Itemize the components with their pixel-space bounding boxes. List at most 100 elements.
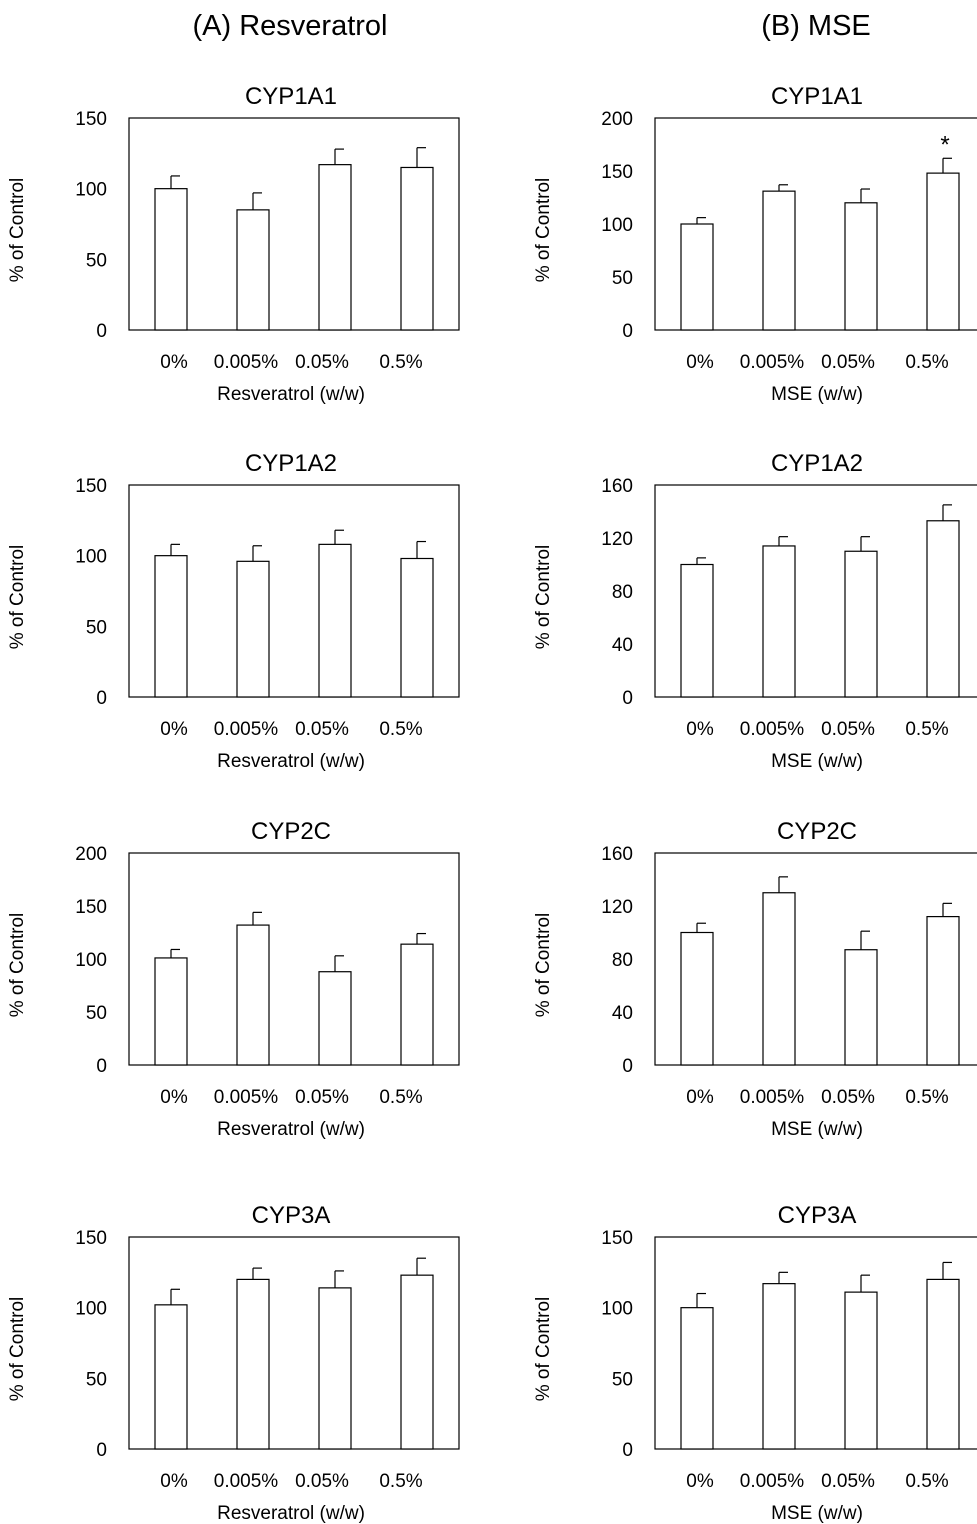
chart6-xtick-label: 0.5% [905, 1087, 948, 1108]
chart3-xtick-label: 0.05% [295, 719, 349, 740]
chart7-xtick-label: 0.5% [379, 1471, 422, 1492]
chart8-ylabel: % of Control [533, 1297, 554, 1402]
chart5-ylabel: % of Control [7, 913, 28, 1018]
chart6-ytick-label: 0 [622, 1056, 633, 1077]
chart7-ylabel: % of Control [7, 1297, 28, 1402]
chart4-xlabel: MSE (w/w) [771, 751, 863, 772]
chart2-bar [926, 172, 960, 331]
chart5-ytick-label: 0 [96, 1056, 107, 1077]
chart1-xtick-label: 0.5% [379, 352, 422, 373]
chart3-frame [128, 484, 460, 698]
chart3-xtick-label: 0.005% [214, 719, 279, 740]
chart7-bar [236, 1278, 270, 1450]
chart6-ytick-label: 120 [601, 897, 633, 918]
chart1-xlabel: Resveratrol (w/w) [217, 384, 365, 405]
chart2-ytick-label: 150 [601, 162, 633, 183]
chart4-title: CYP1A2 [771, 450, 863, 477]
chart4-ytick-label: 80 [612, 582, 633, 603]
chart7-xlabel: Resveratrol (w/w) [217, 1503, 365, 1524]
chart5-ytick-label: 200 [75, 844, 107, 865]
chart8-ytick-label: 0 [622, 1440, 633, 1461]
chart3-ytick-label: 150 [75, 476, 107, 497]
chart1-bar [236, 209, 270, 331]
chart1-ytick-label: 0 [96, 321, 107, 342]
chart8-xtick-label: 0.05% [821, 1471, 875, 1492]
chart4-xtick-label: 0% [686, 719, 714, 740]
chart4-bar [926, 520, 960, 698]
chart6-ytick-label: 80 [612, 950, 633, 971]
chart1-xtick-label: 0.05% [295, 352, 349, 373]
chart1-frame [128, 117, 460, 331]
chart8-ytick-label: 150 [601, 1228, 633, 1249]
chart7-bar [400, 1274, 434, 1450]
chart7-title: CYP3A [252, 1202, 331, 1229]
chart3-xlabel: Resveratrol (w/w) [217, 751, 365, 772]
chart6-xlabel: MSE (w/w) [771, 1119, 863, 1140]
column-title-resveratrol: (A) Resveratrol [192, 10, 388, 42]
chart8-bar [762, 1283, 796, 1450]
chart8-xtick-label: 0.005% [740, 1471, 805, 1492]
chart3-bar [154, 555, 188, 698]
chart6-bar [680, 931, 714, 1066]
chart5-bar [154, 957, 188, 1066]
chart6-xtick-label: 0.05% [821, 1087, 875, 1108]
chart4-xtick-label: 0.005% [740, 719, 805, 740]
chart5-ytick-label: 100 [75, 950, 107, 971]
chart4-ytick-label: 40 [612, 635, 633, 656]
chart2-bar [680, 223, 714, 331]
chart8-bar [926, 1278, 960, 1450]
chart1-ytick-label: 150 [75, 109, 107, 130]
chart6-xtick-label: 0.005% [740, 1087, 805, 1108]
chart7-bar [154, 1304, 188, 1450]
chart5-xtick-label: 0.05% [295, 1087, 349, 1108]
chart2-xtick-label: 0% [686, 352, 714, 373]
chart7-xtick-label: 0% [160, 1471, 188, 1492]
chart2-annotation: * [940, 131, 949, 158]
chart3-title: CYP1A2 [245, 450, 337, 477]
column-title-mse: (B) MSE [761, 10, 871, 42]
chart5-bar [318, 971, 352, 1066]
chart3-xtick-label: 0% [160, 719, 188, 740]
chart2-ytick-label: 200 [601, 109, 633, 130]
chart5-ytick-label: 50 [86, 1003, 107, 1024]
chart6-bar [926, 915, 960, 1066]
chart3-bar [400, 557, 434, 698]
chart6-ylabel: % of Control [533, 913, 554, 1018]
chart8-ytick-label: 50 [612, 1369, 633, 1390]
chart8-bar [680, 1307, 714, 1450]
chart1-ylabel: % of Control [7, 178, 28, 283]
chart4-ytick-label: 160 [601, 476, 633, 497]
chart2-title: CYP1A1 [771, 83, 863, 110]
chart8-xtick-label: 0.5% [905, 1471, 948, 1492]
chart8-title: CYP3A [778, 1202, 857, 1229]
chart1-title: CYP1A1 [245, 83, 337, 110]
chart2-xtick-label: 0.5% [905, 352, 948, 373]
chart6-ytick-label: 160 [601, 844, 633, 865]
chart4-bar [762, 545, 796, 698]
chart5-bar [236, 924, 270, 1066]
chart2-xtick-label: 0.005% [740, 352, 805, 373]
chart8-frame [654, 1236, 977, 1450]
chart1-bar [400, 166, 434, 331]
chart2-bar [844, 202, 878, 331]
chart8-xlabel: MSE (w/w) [771, 1503, 863, 1524]
chart4-frame [654, 484, 977, 698]
chart6-bar [762, 892, 796, 1066]
chart2-xtick-label: 0.05% [821, 352, 875, 373]
chart4-ytick-label: 120 [601, 529, 633, 550]
chart1-ytick-label: 50 [86, 250, 107, 271]
chart7-ytick-label: 150 [75, 1228, 107, 1249]
chart6-bar [844, 949, 878, 1066]
chart8-bar [844, 1291, 878, 1450]
chart5-bar [400, 943, 434, 1066]
chart5-ytick-label: 150 [75, 897, 107, 918]
chart4-ylabel: % of Control [533, 545, 554, 650]
chart3-ytick-label: 100 [75, 547, 107, 568]
chart4-xtick-label: 0.5% [905, 719, 948, 740]
chart4-ytick-label: 0 [622, 688, 633, 709]
chart1-xtick-label: 0% [160, 352, 188, 373]
chart7-xtick-label: 0.005% [214, 1471, 279, 1492]
chart1-bar [154, 188, 188, 331]
chart8-xtick-label: 0% [686, 1471, 714, 1492]
